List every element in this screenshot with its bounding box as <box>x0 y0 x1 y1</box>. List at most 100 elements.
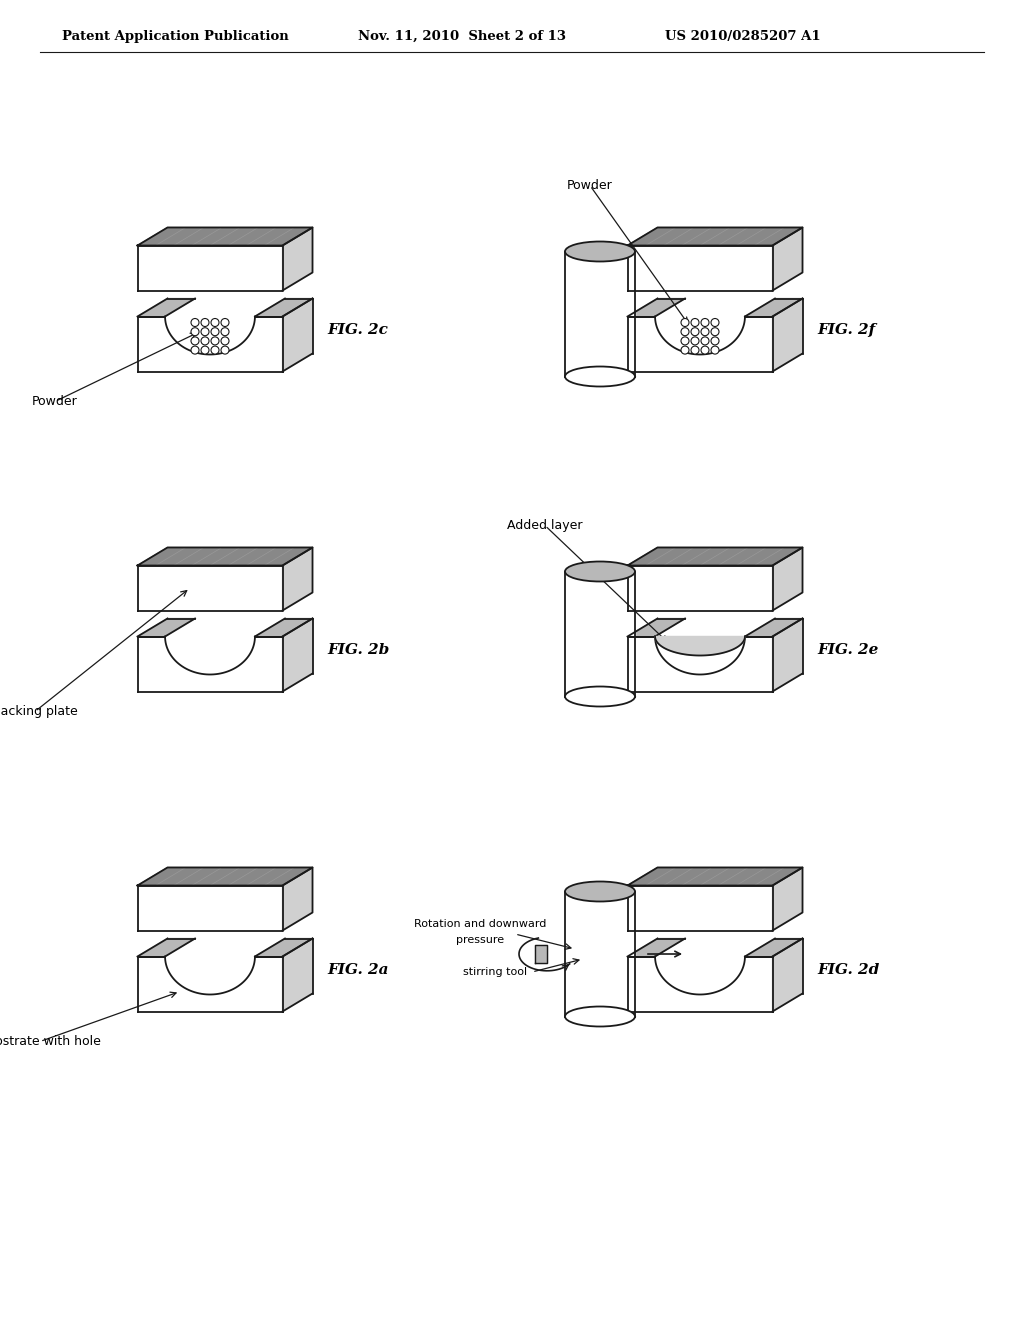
Polygon shape <box>772 227 803 290</box>
Text: FIG. 2c: FIG. 2c <box>328 323 388 337</box>
Polygon shape <box>283 939 312 1011</box>
Polygon shape <box>255 619 312 636</box>
Polygon shape <box>283 619 312 692</box>
Polygon shape <box>283 298 312 371</box>
Circle shape <box>691 318 699 326</box>
Polygon shape <box>744 939 803 957</box>
Circle shape <box>711 327 719 335</box>
Circle shape <box>711 337 719 345</box>
Polygon shape <box>655 636 744 656</box>
Circle shape <box>691 337 699 345</box>
Polygon shape <box>565 572 635 697</box>
Polygon shape <box>137 565 283 610</box>
Polygon shape <box>772 298 803 371</box>
Polygon shape <box>137 939 195 957</box>
Polygon shape <box>628 227 803 246</box>
Text: Rotation and downward: Rotation and downward <box>414 919 546 929</box>
Text: Nov. 11, 2010  Sheet 2 of 13: Nov. 11, 2010 Sheet 2 of 13 <box>358 30 566 44</box>
Text: FIG. 2d: FIG. 2d <box>817 964 880 977</box>
Circle shape <box>211 346 219 354</box>
Circle shape <box>191 337 199 345</box>
Polygon shape <box>744 619 803 636</box>
Text: Powder: Powder <box>567 180 613 191</box>
Circle shape <box>201 327 209 335</box>
Text: Added layer: Added layer <box>507 519 583 532</box>
Polygon shape <box>628 548 803 565</box>
Polygon shape <box>744 298 803 317</box>
Circle shape <box>191 327 199 335</box>
Polygon shape <box>283 867 312 931</box>
Text: Powder: Powder <box>32 395 78 408</box>
Polygon shape <box>137 867 312 886</box>
Polygon shape <box>772 867 803 931</box>
Circle shape <box>211 337 219 345</box>
Polygon shape <box>565 252 635 376</box>
Ellipse shape <box>565 1006 635 1027</box>
Text: US 2010/0285207 A1: US 2010/0285207 A1 <box>665 30 820 44</box>
Text: FIG. 2e: FIG. 2e <box>817 643 879 657</box>
Circle shape <box>191 318 199 326</box>
Polygon shape <box>255 939 312 957</box>
Polygon shape <box>628 867 803 886</box>
Text: FIG. 2f: FIG. 2f <box>817 323 876 337</box>
Polygon shape <box>283 548 312 610</box>
Circle shape <box>701 327 709 335</box>
Polygon shape <box>283 227 312 290</box>
Polygon shape <box>628 886 772 931</box>
Circle shape <box>701 318 709 326</box>
Circle shape <box>691 346 699 354</box>
Polygon shape <box>628 619 685 636</box>
Polygon shape <box>628 636 772 692</box>
Ellipse shape <box>565 686 635 706</box>
Text: Backing plate: Backing plate <box>0 705 78 718</box>
Text: FIG. 2a: FIG. 2a <box>328 964 389 977</box>
Circle shape <box>701 346 709 354</box>
Polygon shape <box>137 886 283 931</box>
Circle shape <box>201 337 209 345</box>
Circle shape <box>211 327 219 335</box>
Text: Substrate with hole: Substrate with hole <box>0 1035 101 1048</box>
Polygon shape <box>137 619 195 636</box>
Polygon shape <box>137 298 195 317</box>
Circle shape <box>711 346 719 354</box>
Polygon shape <box>137 317 283 371</box>
Polygon shape <box>255 298 312 317</box>
Circle shape <box>191 346 199 354</box>
Circle shape <box>221 337 229 345</box>
Polygon shape <box>137 957 283 1011</box>
Polygon shape <box>628 317 772 371</box>
Polygon shape <box>137 548 312 565</box>
Polygon shape <box>535 945 547 964</box>
Polygon shape <box>137 246 283 290</box>
Ellipse shape <box>565 561 635 582</box>
Circle shape <box>221 318 229 326</box>
Circle shape <box>201 346 209 354</box>
Polygon shape <box>137 227 312 246</box>
Circle shape <box>221 327 229 335</box>
Text: pressure: pressure <box>456 935 504 945</box>
Circle shape <box>681 346 689 354</box>
Circle shape <box>201 318 209 326</box>
Circle shape <box>211 318 219 326</box>
Text: Patent Application Publication: Patent Application Publication <box>62 30 289 44</box>
Text: stirring tool: stirring tool <box>463 968 527 977</box>
Circle shape <box>681 318 689 326</box>
Polygon shape <box>772 939 803 1011</box>
Polygon shape <box>628 246 772 290</box>
Text: FIG. 2b: FIG. 2b <box>328 643 390 657</box>
Ellipse shape <box>565 882 635 902</box>
Circle shape <box>711 318 719 326</box>
Polygon shape <box>137 636 283 692</box>
Circle shape <box>681 327 689 335</box>
Polygon shape <box>628 939 685 957</box>
Circle shape <box>701 337 709 345</box>
Polygon shape <box>565 891 635 1016</box>
Polygon shape <box>628 565 772 610</box>
Polygon shape <box>772 548 803 610</box>
Polygon shape <box>628 298 685 317</box>
Circle shape <box>691 327 699 335</box>
Ellipse shape <box>565 242 635 261</box>
Polygon shape <box>772 619 803 692</box>
Ellipse shape <box>565 367 635 387</box>
Circle shape <box>681 337 689 345</box>
